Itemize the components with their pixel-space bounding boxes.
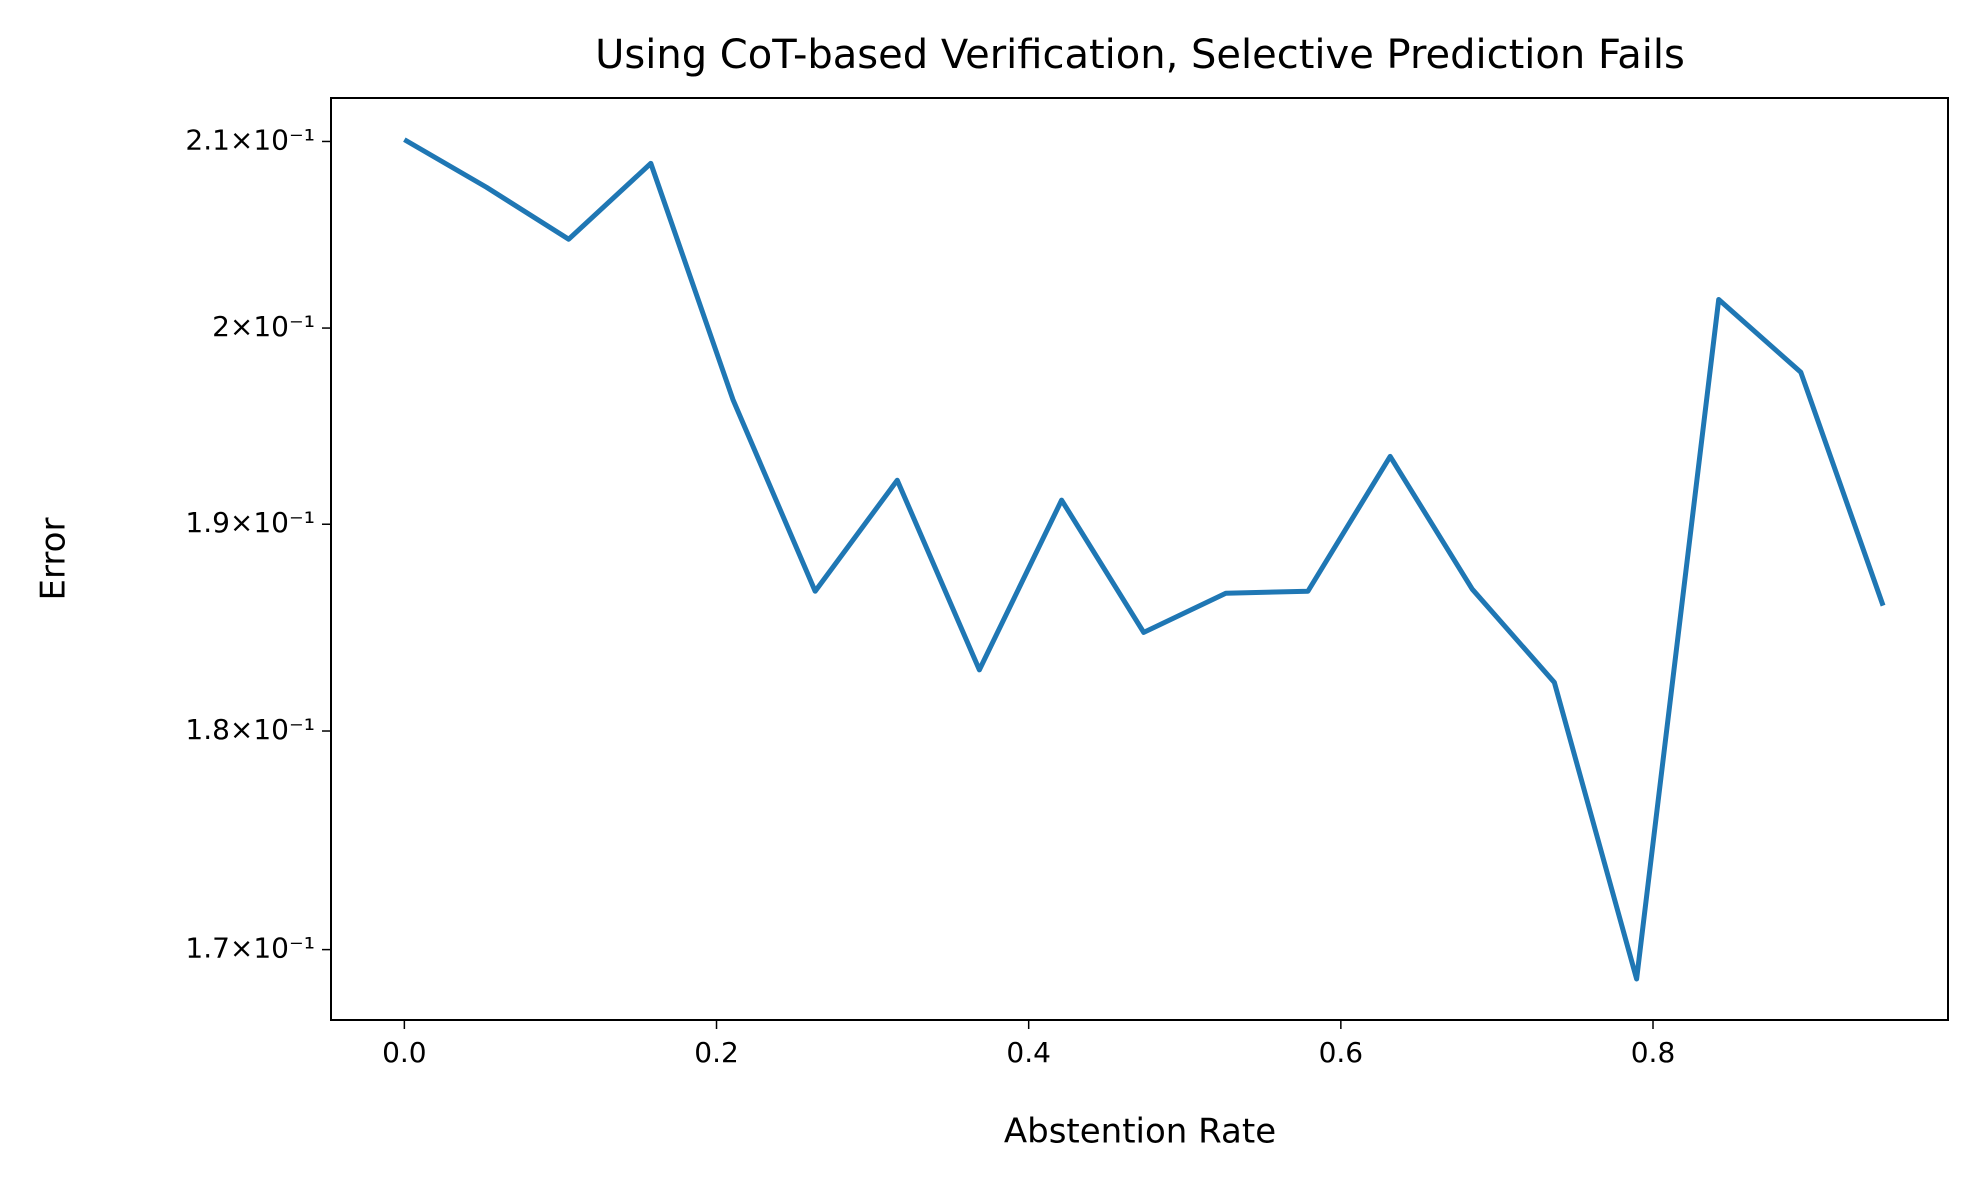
- x-tick-label: 0.0: [382, 1036, 427, 1069]
- x-tick-label: 0.4: [1006, 1036, 1051, 1069]
- y-tick-label: 2×10⁻¹: [212, 310, 315, 343]
- y-tick-label: 1.9×10⁻¹: [185, 506, 315, 539]
- x-axis-label: Abstention Rate: [1004, 1112, 1276, 1152]
- y-axis-label: Error: [34, 518, 74, 601]
- x-tick-label: 0.6: [1319, 1036, 1364, 1069]
- y-tick-label: 1.7×10⁻¹: [185, 932, 315, 965]
- x-tick-label: 0.2: [694, 1036, 739, 1069]
- y-tick-label: 2.1×10⁻¹: [185, 123, 315, 156]
- data-line: [403, 137, 1886, 982]
- x-tick-label: 0.8: [1631, 1036, 1676, 1069]
- chart-title: Using CoT-based Verification, Selective …: [595, 32, 1685, 78]
- y-tick-label: 1.8×10⁻¹: [185, 713, 315, 746]
- axes-frame: [330, 97, 1949, 1021]
